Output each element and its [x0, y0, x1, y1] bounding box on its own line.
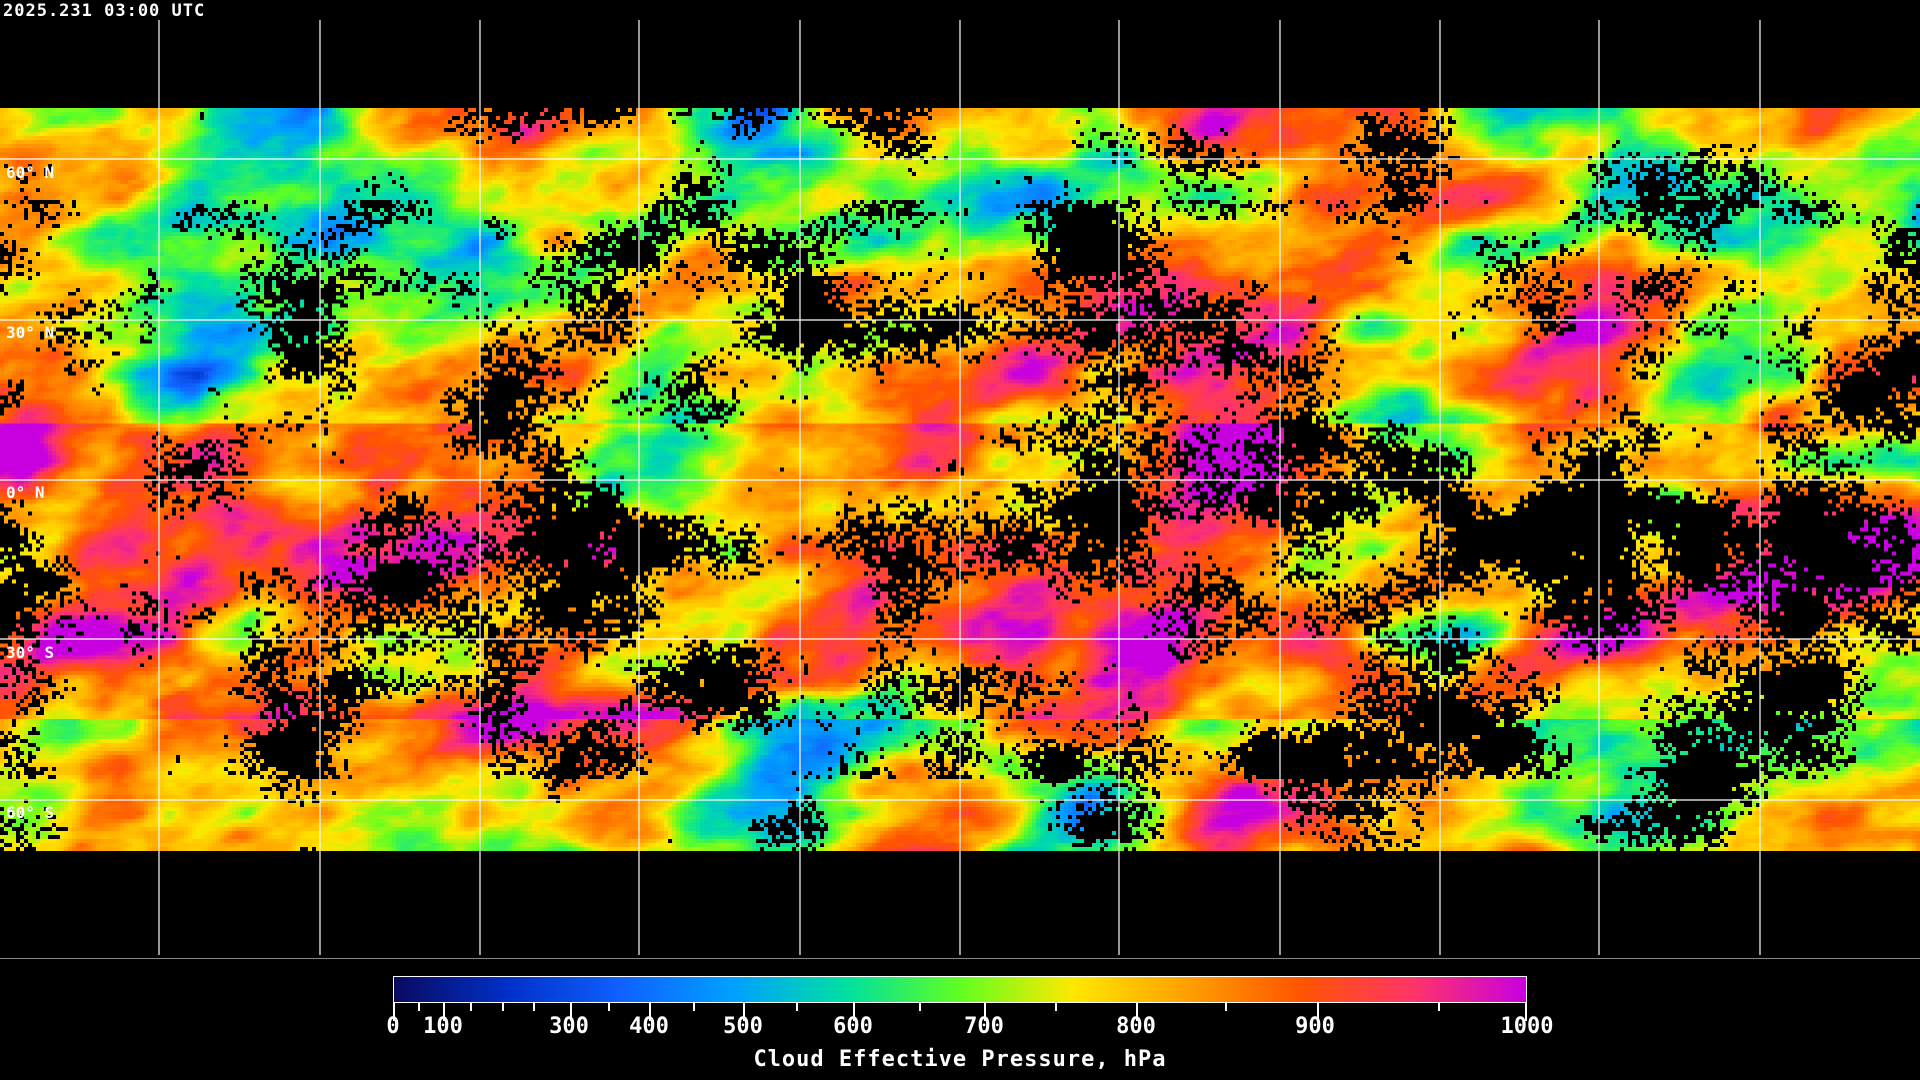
timestamp-title: 2025.231 03:00 UTC: [3, 1, 206, 21]
lat-label-60n: 60° N: [6, 163, 55, 182]
colorbar: [393, 976, 1527, 1003]
minor-tick: [533, 1003, 536, 1011]
tick-label-400: 400: [629, 1014, 669, 1039]
major-tick: [1525, 1003, 1527, 1021]
lat-label-60s: 60° S: [6, 803, 55, 822]
minor-tick: [919, 1003, 922, 1011]
tick-label-300: 300: [549, 1014, 589, 1039]
tick-label-100: 100: [423, 1014, 463, 1039]
tick-label-600: 600: [833, 1014, 873, 1039]
major-tick: [442, 1003, 445, 1021]
minor-tick: [1437, 1003, 1440, 1011]
minor-tick: [692, 1003, 695, 1011]
minor-tick: [501, 1003, 504, 1011]
tick-label-700: 700: [964, 1014, 1004, 1039]
lat-label-0n: 0° N: [6, 483, 45, 502]
cloud-pressure-map: 2025.231 03:00 UTC 60° N 30° N 0° N 30° …: [0, 0, 1920, 959]
minor-tick: [469, 1003, 472, 1011]
major-tick: [1316, 1003, 1319, 1021]
minor-tick: [608, 1003, 611, 1011]
major-tick: [569, 1003, 572, 1021]
major-tick: [648, 1003, 651, 1021]
minor-tick: [417, 1003, 420, 1011]
minor-tick: [1225, 1003, 1228, 1011]
tick-label-900: 900: [1295, 1014, 1335, 1039]
graticule: [0, 20, 1920, 955]
colorbar-ticks: [393, 1003, 1528, 1023]
major-tick: [393, 1003, 395, 1021]
lat-label-30n: 30° N: [6, 323, 55, 342]
tick-label-500: 500: [723, 1014, 763, 1039]
tick-label-1000: 1000: [1500, 1014, 1554, 1039]
major-tick: [742, 1003, 745, 1021]
tick-label-800: 800: [1116, 1014, 1156, 1039]
minor-tick: [795, 1003, 798, 1011]
major-tick: [852, 1003, 855, 1021]
major-tick: [983, 1003, 986, 1021]
major-tick: [1135, 1003, 1138, 1021]
colorbar-title: Cloud Effective Pressure, hPa: [753, 1047, 1167, 1072]
tick-label-0: 0: [386, 1014, 400, 1039]
lat-label-30s: 30° S: [6, 643, 55, 662]
minor-tick: [1055, 1003, 1058, 1011]
